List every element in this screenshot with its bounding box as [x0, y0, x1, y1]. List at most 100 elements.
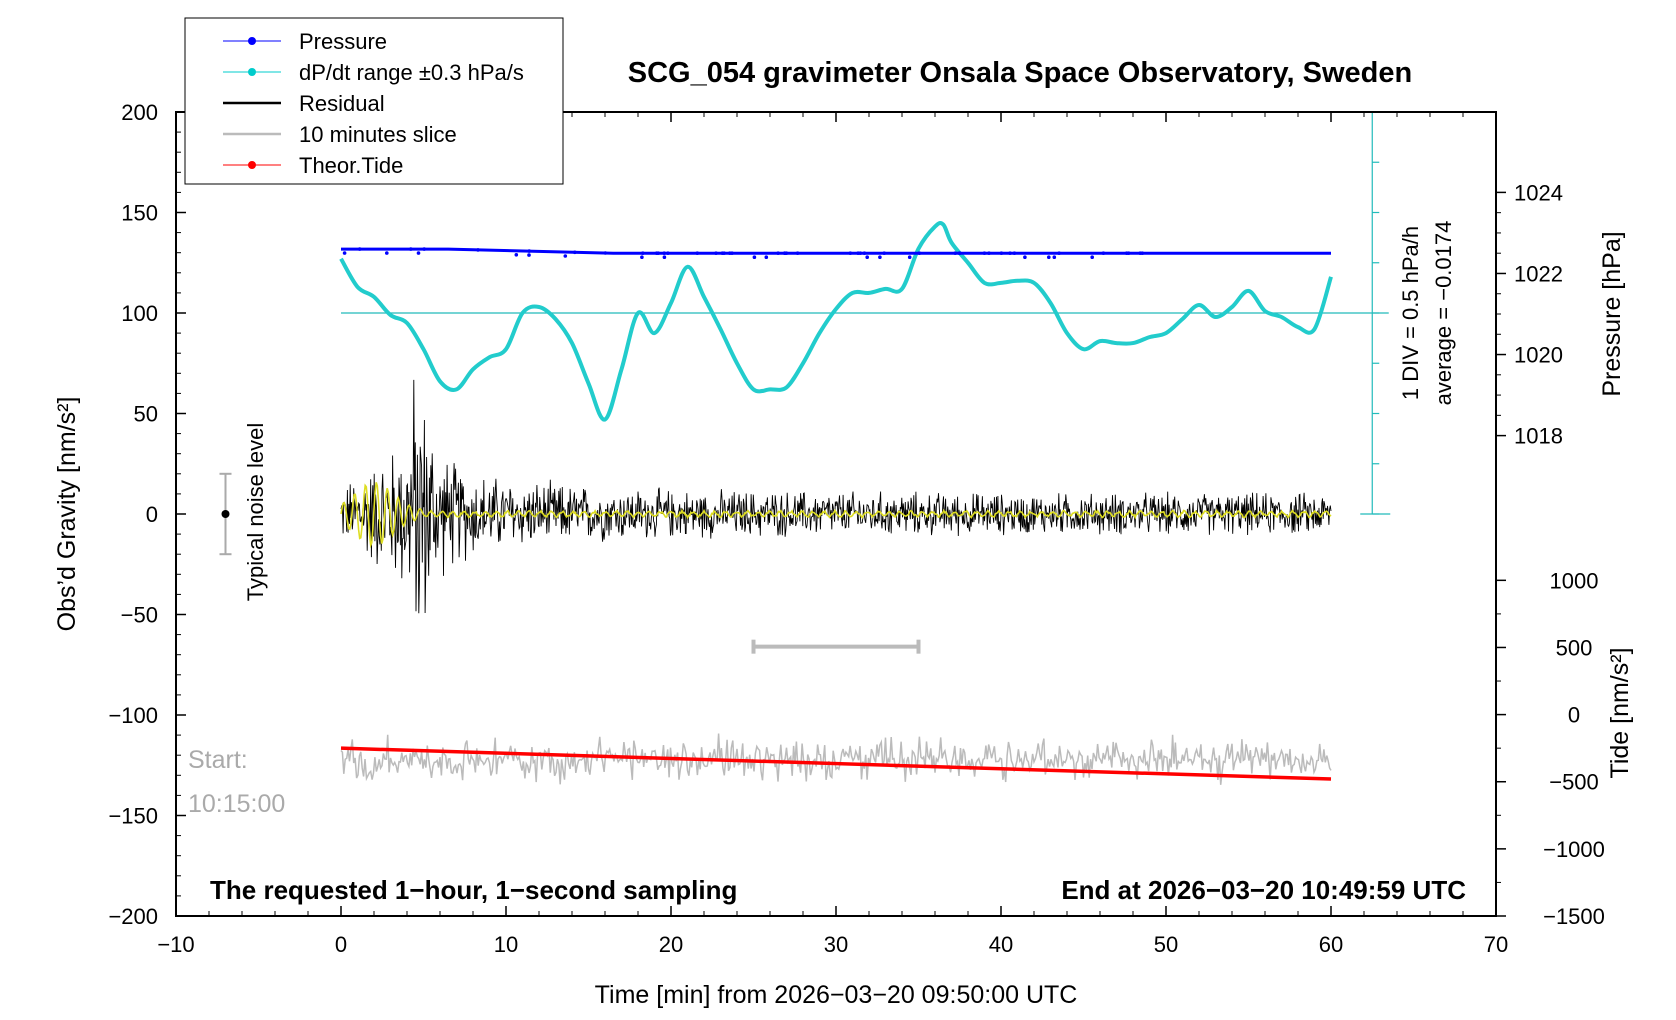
x-tick-label: 40	[989, 932, 1013, 957]
tide-tick-label: 0	[1568, 703, 1580, 728]
start-label: Start:	[188, 746, 248, 774]
pressure-point	[882, 251, 886, 255]
legend-label: Residual	[299, 91, 385, 116]
legend-label: Pressure	[299, 29, 387, 54]
y-left-tick-label: 200	[121, 100, 158, 125]
legend-label: Theor.Tide	[299, 153, 403, 178]
pressure-point	[957, 251, 962, 255]
pressure-point	[764, 255, 769, 259]
legend-box	[184, 17, 564, 185]
y-left-tick-label: 100	[121, 301, 158, 326]
tide-tick-label: −1500	[1543, 904, 1605, 929]
pressure-point	[666, 251, 670, 255]
x-tick-label: 50	[1154, 932, 1178, 957]
dpdt-div-label: 1 DIV = 0.5 hPa/h	[1398, 226, 1423, 400]
pressure-point	[848, 251, 853, 255]
legend-swatch-marker	[248, 37, 256, 45]
y-left-tick-label: 0	[146, 502, 158, 527]
data-layer	[219, 111, 1391, 785]
pressure-point	[527, 253, 531, 257]
residual-series	[340, 379, 1332, 614]
pressure-point	[1090, 255, 1094, 259]
pressure-point	[1052, 255, 1057, 259]
pressure-point	[878, 255, 882, 259]
pressure-tick-label: 1020	[1514, 343, 1563, 368]
pressure-point	[640, 255, 644, 259]
legend-label: 10 minutes slice	[299, 122, 457, 147]
start-time-label: 10:15:00	[188, 790, 285, 818]
y-axis-left-title: Obs’d Gravity [nm/s²]	[53, 397, 81, 632]
pressure-point	[720, 251, 725, 255]
tide-tick-label: −1000	[1543, 837, 1605, 862]
tide-tick-label: −500	[1549, 770, 1599, 795]
noise-level-label: Typical noise level	[243, 423, 268, 602]
pressure-point	[953, 251, 957, 255]
x-axis-title: Time [min] from 2026−03−20 09:50:00 UTC	[595, 981, 1078, 1009]
legend-swatch-marker	[248, 161, 256, 169]
x-tick-label: −10	[157, 932, 194, 957]
dpdt-series	[339, 220, 1333, 422]
pressure-point	[862, 251, 867, 255]
pressure-tick-label: 1022	[1514, 261, 1563, 286]
pressure-point	[603, 251, 608, 255]
pressure-point	[987, 251, 991, 255]
y-axis-pressure-title: Pressure [hPa]	[1598, 231, 1626, 396]
x-tick-label: 0	[335, 932, 347, 957]
y-left-tick-label: −100	[108, 703, 158, 728]
tide-tick-label: 1000	[1550, 568, 1599, 593]
pressure-point	[416, 251, 421, 255]
pressure-point	[1057, 251, 1061, 255]
y-axis-tide-title: Tide [nm/s²]	[1606, 647, 1634, 778]
x-tick-label: 10	[494, 932, 518, 957]
pressure-tick-label: 1018	[1514, 424, 1563, 449]
residual-smoothed-series	[340, 482, 1332, 549]
chart-title: SCG_054 gravimeter Onsala Space Observat…	[628, 57, 1412, 89]
pressure-point	[662, 251, 666, 255]
x-tick-label: 20	[659, 932, 683, 957]
pressure-point	[476, 248, 480, 252]
legend-label: dP/dt range ±0.3 hPa/s	[299, 60, 524, 85]
pressure-point	[656, 251, 660, 255]
pressure-point	[342, 251, 347, 255]
pressure-point	[527, 249, 531, 253]
x-tick-label: 70	[1484, 932, 1508, 957]
pressure-point	[999, 251, 1004, 255]
pressure-point	[641, 251, 645, 255]
pressure-point	[1101, 251, 1106, 255]
y-left-tick-label: −150	[108, 804, 158, 829]
sampling-note: The requested 1−hour, 1−second sampling	[210, 875, 737, 905]
pressure-point	[783, 251, 787, 255]
pressure-point	[385, 251, 389, 255]
pressure-point	[422, 247, 427, 251]
pressure-point	[752, 255, 757, 259]
pressure-point	[357, 247, 362, 251]
pressure-point	[409, 247, 413, 251]
pressure-point	[573, 250, 577, 255]
pressure-point	[795, 251, 800, 255]
noise-bar-center	[221, 510, 230, 518]
pressure-point	[730, 251, 734, 255]
pressure-point	[907, 255, 912, 259]
pressure-point	[662, 255, 667, 259]
pressure-point	[514, 253, 519, 257]
end-time-note: End at 2026−03−20 10:49:59 UTC	[1061, 875, 1466, 905]
pressure-point	[865, 255, 869, 259]
pressure-point	[714, 251, 718, 255]
pressure-point	[1012, 251, 1017, 255]
y-left-tick-label: −200	[108, 904, 158, 929]
pressure-point	[1126, 251, 1131, 255]
y-left-tick-label: −50	[121, 603, 158, 628]
dpdt-average-label: average = −0.0174	[1431, 221, 1456, 406]
axes-layer: −10 0 10 20 30 40 50 60 70−200−150−100−500501001…	[108, 100, 1604, 957]
y-left-tick-label: 150	[121, 201, 158, 226]
tide-series	[340, 746, 1332, 781]
pressure-tick-label: 1024	[1514, 180, 1563, 205]
x-tick-label: 30	[824, 932, 848, 957]
pressure-point	[982, 251, 987, 255]
pressure-point	[1008, 251, 1012, 255]
tide-tick-label: 500	[1556, 635, 1593, 660]
legend-swatch-marker	[248, 68, 256, 76]
pressure-point	[1023, 255, 1027, 259]
pressure-point	[776, 251, 780, 255]
